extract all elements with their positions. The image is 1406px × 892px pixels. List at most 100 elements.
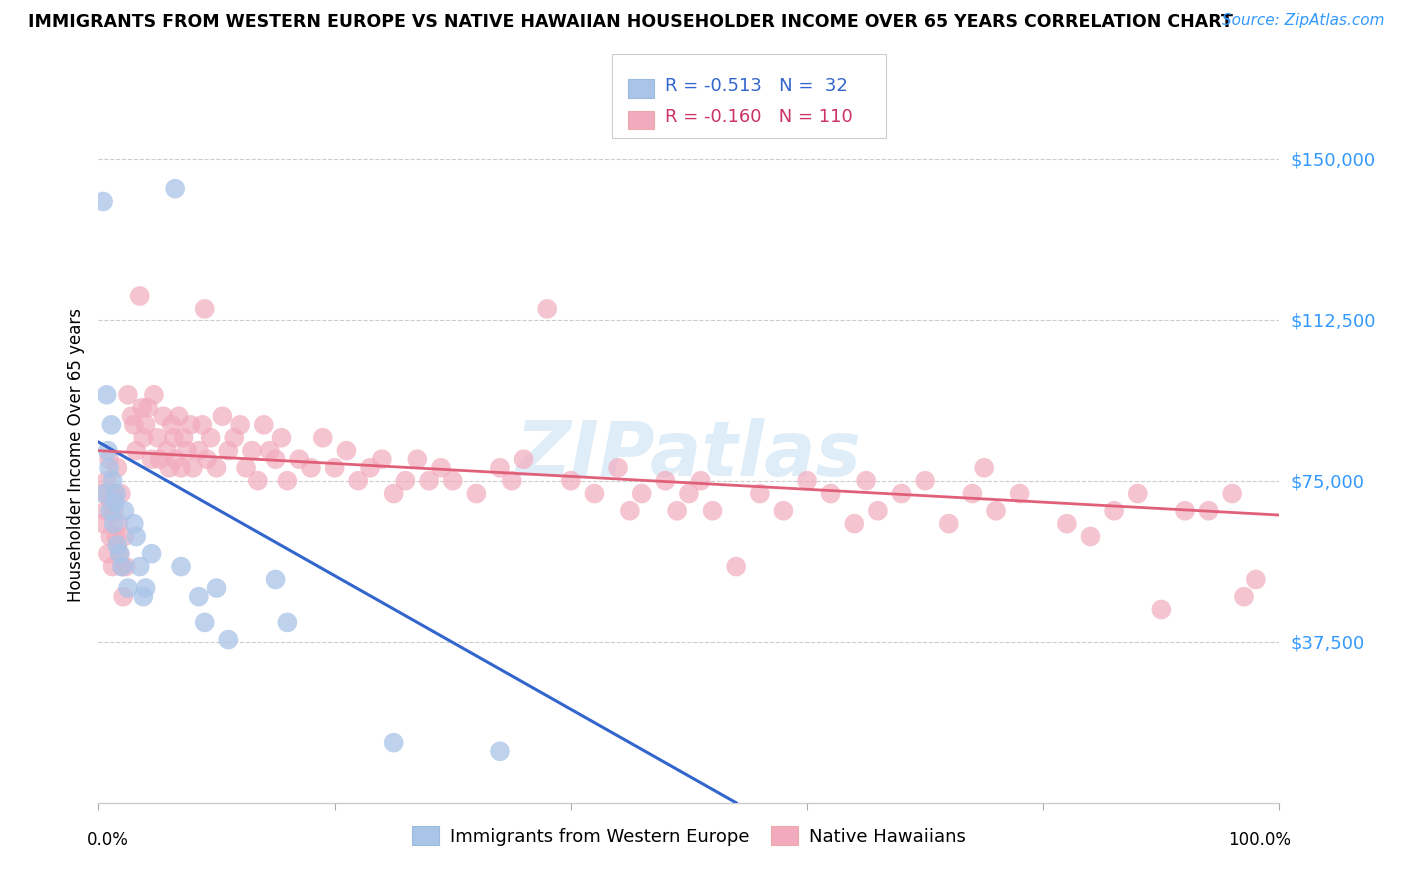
Point [91,194,114,209]
Point [270,431,292,445]
Point [191,417,214,432]
Point [1008,486,1031,500]
Point [1150,602,1173,616]
Point [264,452,287,467]
Text: IMMIGRANTS FROM WESTERN EUROPE VS NATIVE HAWAIIAN HOUSEHOLDER INCOME OVER 65 YEA: IMMIGRANTS FROM WESTERN EUROPE VS NATIVE… [28,13,1233,31]
Point [104,486,127,500]
Point [100,417,122,432]
Point [121,409,143,424]
Point [111,559,134,574]
Point [100,495,122,509]
Point [107,516,129,531]
Point [264,573,287,587]
Point [96,388,118,402]
Point [108,547,131,561]
Point [98,504,121,518]
Point [1220,486,1243,500]
Point [167,409,190,424]
Point [170,460,193,475]
Point [142,388,165,402]
Point [194,615,217,630]
Point [132,590,155,604]
Point [678,486,700,500]
Point [117,388,139,402]
Point [141,452,163,467]
Point [335,443,357,458]
Point [253,417,276,432]
Point [465,486,488,500]
Point [855,474,877,488]
Point [1198,504,1220,518]
Point [187,443,209,458]
Point [347,474,370,488]
Point [1233,590,1256,604]
Point [276,474,298,488]
Point [112,590,135,604]
Point [312,431,335,445]
Point [98,529,121,543]
Point [98,452,121,467]
Point [235,460,257,475]
Point [973,460,995,475]
Point [97,547,120,561]
Point [441,474,464,488]
Point [866,504,889,518]
Point [246,474,269,488]
Point [105,538,128,552]
Point [748,486,770,500]
Point [112,504,135,518]
Point [172,431,194,445]
Point [131,401,153,415]
Point [132,431,155,445]
Point [371,452,394,467]
Point [276,615,298,630]
Point [94,504,117,518]
Point [96,474,118,488]
Point [136,401,159,415]
Point [101,559,124,574]
Point [962,486,984,500]
Point [114,559,136,574]
Point [157,460,180,475]
Point [418,474,440,488]
Point [914,474,936,488]
Point [772,504,794,518]
Point [1102,504,1125,518]
Text: ZIPatlas: ZIPatlas [516,418,862,491]
Text: 0.0%: 0.0% [87,830,128,848]
Point [536,301,558,316]
Point [125,443,148,458]
Point [98,460,121,475]
Point [165,452,187,467]
Point [259,443,281,458]
Point [382,736,405,750]
Point [1126,486,1149,500]
Point [149,452,172,467]
Point [725,559,748,574]
Point [890,486,912,500]
Point [163,431,186,445]
Point [406,452,429,467]
Point [105,460,128,475]
Point [160,417,183,432]
Point [104,495,127,509]
Point [91,516,114,531]
Point [146,431,169,445]
Point [122,417,145,432]
Point [152,409,174,424]
Point [512,452,534,467]
Point [105,486,128,500]
Point [125,529,148,543]
Point [111,559,134,574]
Point [630,486,652,500]
Point [394,474,416,488]
Point [128,289,150,303]
Point [1174,504,1197,518]
Point [820,486,842,500]
Point [501,474,523,488]
Point [217,443,239,458]
Point [323,460,346,475]
Point [702,504,724,518]
Point [229,417,252,432]
Point [359,460,381,475]
